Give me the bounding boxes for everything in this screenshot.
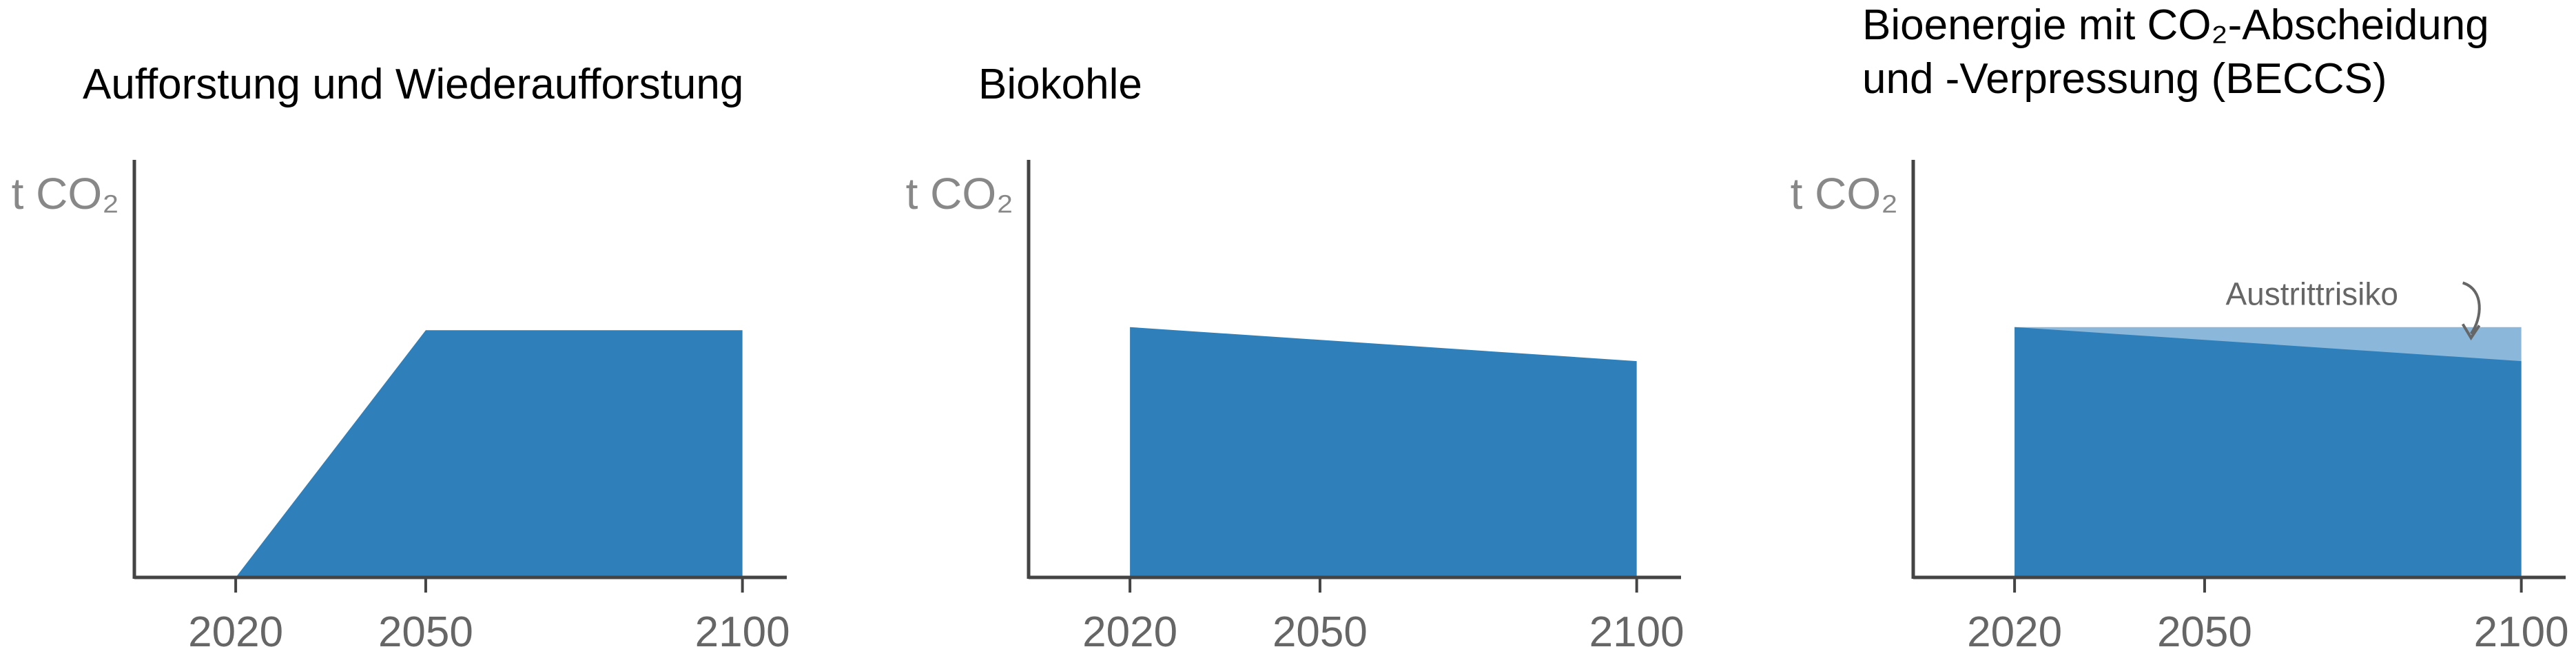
x-tick-label: 2020 (188, 608, 283, 647)
annotation-label: Austrittrisiko (2226, 276, 2398, 311)
area-series-0 (1130, 327, 1637, 577)
x-tick-label: 2020 (1082, 608, 1177, 647)
chart-panel-beccs: Bioenergie mit CO₂-Abscheidung und -Verpr… (1791, 1, 2569, 647)
chart-panel-afforestation: Aufforstung und Wiederaufforstung t CO₂ 20… (12, 61, 790, 647)
x-tick-label: 2050 (378, 608, 473, 647)
x-tick-label: 2020 (1967, 608, 2062, 647)
x-tick-label: 2050 (2157, 608, 2252, 647)
chart-title: Biokohle (978, 61, 1142, 108)
area-series-0 (236, 330, 743, 577)
y-axis-label: t CO₂ (1791, 169, 1898, 218)
x-tick-label: 2050 (1272, 608, 1368, 647)
chart-title: Aufforstung und Wiederaufforstung (83, 61, 743, 108)
chart-panel-biochar: Biokohle t CO₂ 2020 2050 2100 (906, 61, 1684, 647)
x-tick-label: 2100 (695, 608, 790, 647)
chart-title: Bioenergie mit CO₂-Abscheidung (1862, 1, 2489, 49)
chart-title: und -Verpressung (BECCS) (1862, 55, 2387, 103)
x-tick-label: 2100 (1589, 608, 1684, 647)
area-series-1 (2015, 327, 2522, 577)
x-tick-label: 2100 (2474, 608, 2569, 647)
y-axis-label: t CO₂ (12, 169, 119, 218)
annotation-arrowhead (2461, 323, 2481, 341)
y-axis-label: t CO₂ (906, 169, 1013, 218)
annotation-arrow (2462, 281, 2481, 335)
